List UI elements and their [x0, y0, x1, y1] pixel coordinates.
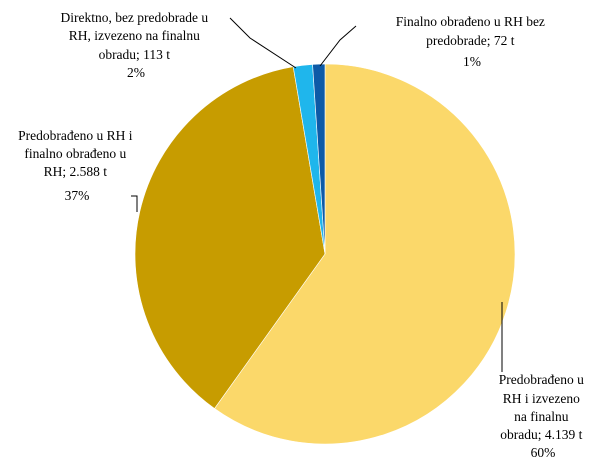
slice-label-3-line-3: obradu; 113 t	[99, 47, 171, 62]
slice-label-4: Finalno obrađeno u RH bez predobrade; 72…	[396, 14, 549, 69]
pie-slice-1	[214, 63, 516, 445]
slice-label-2-line-2: finalno obrađeno u	[24, 146, 126, 161]
slice-label-1-line-1: Predobrađeno u	[499, 372, 584, 387]
slice-label-4-line-2: predobrade; 72 t	[426, 33, 515, 48]
slice-label-1-line-4: obradu; 4.139 t	[500, 427, 582, 442]
slice-label-2: Predobrađeno u RH i finalno obrađeno u R…	[18, 128, 136, 203]
slice-label-1-line-2: RH i izvezeno	[503, 391, 580, 406]
leader-line-slice-3	[229, 17, 297, 69]
slice-label-1-line-3: na finalnu	[514, 409, 569, 424]
slice-label-3-line-1: Direktno, bez predobrade u	[60, 10, 208, 25]
slice-label-3: Direktno, bez predobrade u RH, izvezeno …	[60, 10, 211, 80]
slice-label-1: Predobrađeno u RH i izvezeno na finalnu …	[499, 372, 587, 460]
slice-label-1-percent: 60%	[531, 445, 556, 460]
pie-slice-2	[134, 66, 326, 409]
leader-lines	[131, 17, 503, 372]
slice-label-3-line-2: RH, izvezeno na finalnu	[69, 28, 200, 43]
slice-label-4-line-1: Finalno obrađeno u RH bez	[396, 14, 545, 29]
leader-line-slice-4	[319, 25, 357, 67]
slice-label-2-line-3: RH; 2.588 t	[44, 164, 108, 179]
pie-slice-4	[312, 63, 326, 255]
pie-slices	[134, 63, 516, 445]
slice-label-3-percent: 2%	[127, 65, 145, 80]
slice-label-4-percent: 1%	[463, 54, 481, 69]
leader-line-slice-2	[131, 195, 138, 212]
slice-label-2-percent: 37%	[65, 188, 90, 203]
slice-label-2-line-1: Predobrađeno u RH i	[18, 128, 133, 143]
